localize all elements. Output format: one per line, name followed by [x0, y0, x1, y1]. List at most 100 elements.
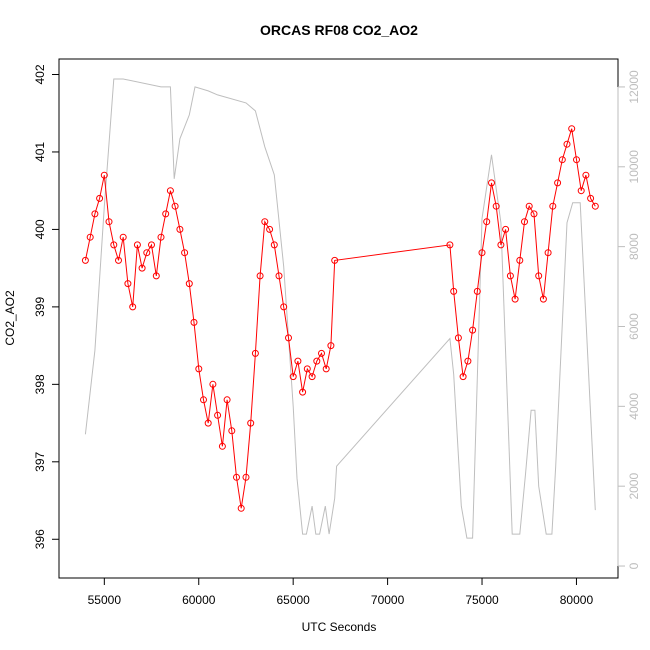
co2-data-point: [166, 187, 174, 195]
co2-data-point: [86, 233, 94, 241]
co2-data-point: [176, 225, 184, 233]
co2-data-point: [577, 187, 585, 195]
co2-data-point: [492, 202, 500, 210]
chart-title: ORCAS RF08 CO2_AO2: [260, 22, 418, 38]
co2-data-point: [516, 256, 524, 264]
y-tick-label: 400: [33, 219, 47, 239]
co2-data-point: [299, 388, 307, 396]
co2-data-point: [214, 411, 222, 419]
co2-data-point: [209, 380, 217, 388]
altitude-series-line: [84, 78, 596, 539]
co2-data-point: [143, 249, 151, 257]
co2-data-point: [261, 218, 269, 226]
co2-data-point: [327, 342, 335, 350]
co2-data-point: [506, 272, 514, 280]
co2-data-point: [251, 349, 259, 357]
co2-data-point: [450, 287, 458, 295]
y2-tick-label: 10000: [627, 150, 641, 184]
x-tick-label: 75000: [465, 593, 499, 607]
co2-data-point: [152, 272, 160, 280]
co2-data-point: [218, 442, 226, 450]
co2-data-point: [478, 249, 486, 257]
co2-data-point: [91, 210, 99, 218]
co2-data-point: [100, 171, 108, 179]
co2-data-point: [237, 504, 245, 512]
co2-data-point: [322, 365, 330, 373]
co2-data-point: [256, 272, 264, 280]
co2-data-point: [497, 241, 505, 249]
co2-data-point: [148, 241, 155, 249]
y-tick-label: 398: [33, 374, 47, 394]
y2-tick-label: 0: [627, 562, 641, 569]
co2-data-point: [511, 295, 519, 303]
co2-data-point: [308, 373, 316, 381]
co2-data-point: [568, 125, 576, 133]
co2-data-point: [525, 202, 533, 210]
x-tick-label: 60000: [182, 593, 216, 607]
co2-data-point: [124, 280, 132, 288]
co2-data-point: [488, 179, 495, 187]
co2-data-point: [582, 171, 590, 179]
co2-data-point: [242, 473, 250, 481]
co2-data-point: [275, 272, 283, 280]
co2-data-point: [558, 156, 566, 164]
y-tick-label: 396: [33, 529, 47, 549]
co2-data-point: [303, 365, 311, 373]
y2-tick-label: 2000: [627, 473, 641, 500]
co2-data-point: [535, 272, 543, 280]
co2-data-point: [454, 334, 462, 342]
y2-tick-label: 12000: [627, 70, 641, 104]
co2-data-point: [521, 218, 528, 226]
co2-data-point: [162, 210, 170, 218]
co2-data-point: [318, 349, 325, 357]
co2-data-point: [285, 334, 292, 342]
co2-data-point: [530, 210, 538, 218]
y-tick-label: 402: [33, 64, 47, 84]
co2-data-point: [223, 396, 231, 404]
co2-data-point: [563, 140, 571, 148]
y-tick-label: 397: [33, 451, 47, 471]
co2-data-point: [266, 225, 274, 233]
x-tick-label: 80000: [560, 593, 594, 607]
co2-data-point: [185, 280, 193, 288]
co2-data-point: [483, 218, 491, 226]
x-tick-label: 55000: [88, 593, 122, 607]
co2-data-point: [473, 287, 481, 295]
co2-data-point: [190, 318, 198, 326]
co2-data-point: [171, 202, 179, 210]
co2-data-point: [115, 256, 122, 264]
co2-data-point: [138, 264, 146, 272]
co2-data-point: [280, 303, 288, 311]
co2-data-point: [270, 241, 278, 249]
y2-tick-label: 8000: [627, 233, 641, 260]
co2-data-point: [129, 303, 137, 311]
co2-data-point: [502, 225, 510, 233]
co2-data-point: [96, 194, 104, 202]
co2-data-point: [289, 373, 297, 381]
x-tick-label: 65000: [276, 593, 310, 607]
co2-data-point: [573, 156, 580, 164]
co2-data-point: [313, 357, 321, 365]
co2-data-point: [233, 473, 240, 481]
y2-tick-label: 4000: [627, 393, 641, 420]
co2-data-point: [539, 295, 547, 303]
co2-data-point: [200, 396, 207, 404]
co2-data-point: [549, 202, 557, 210]
co2-data-point: [544, 249, 552, 257]
y-axis-label: CO2_AO2: [3, 290, 17, 346]
co2-data-point: [181, 249, 189, 257]
co2-data-point: [469, 326, 477, 334]
co2-data-point: [81, 256, 89, 264]
co2-data-point: [587, 194, 595, 202]
y2-tick-label: 6000: [627, 313, 641, 340]
co2-data-point: [331, 256, 339, 264]
x-axis-label: UTC Seconds: [302, 620, 377, 634]
co2-data-point: [464, 357, 472, 365]
co2-data-point: [133, 241, 141, 249]
y-tick-label: 399: [33, 297, 47, 317]
y-tick-label: 401: [33, 142, 47, 162]
co2-data-point: [228, 427, 236, 435]
co2-data-point: [446, 241, 454, 249]
co2-data-point: [110, 241, 118, 249]
